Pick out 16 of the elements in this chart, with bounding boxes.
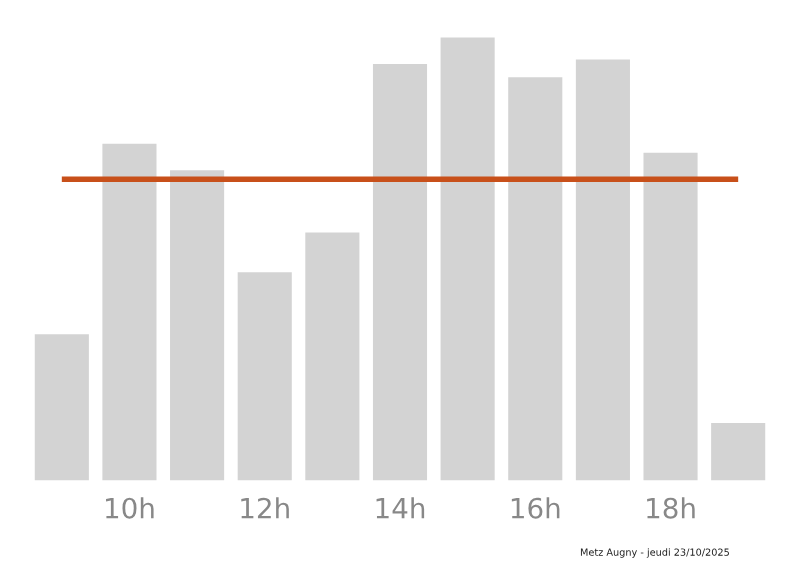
bar — [372, 64, 428, 481]
bar — [440, 37, 495, 481]
bar — [170, 170, 225, 481]
bar — [102, 143, 157, 481]
bar — [575, 59, 630, 481]
x-tick-label: 16h — [511, 497, 560, 519]
bar — [237, 272, 292, 481]
x-tick-label: 18h — [647, 497, 695, 519]
x-tick-label: 14h — [376, 497, 425, 519]
bar — [305, 232, 360, 481]
bar — [643, 152, 698, 481]
bar — [508, 77, 563, 481]
x-tick-label: 12h — [241, 497, 289, 519]
bar — [34, 334, 89, 481]
bar — [711, 422, 766, 481]
x-tick-label: 10h — [106, 497, 154, 519]
